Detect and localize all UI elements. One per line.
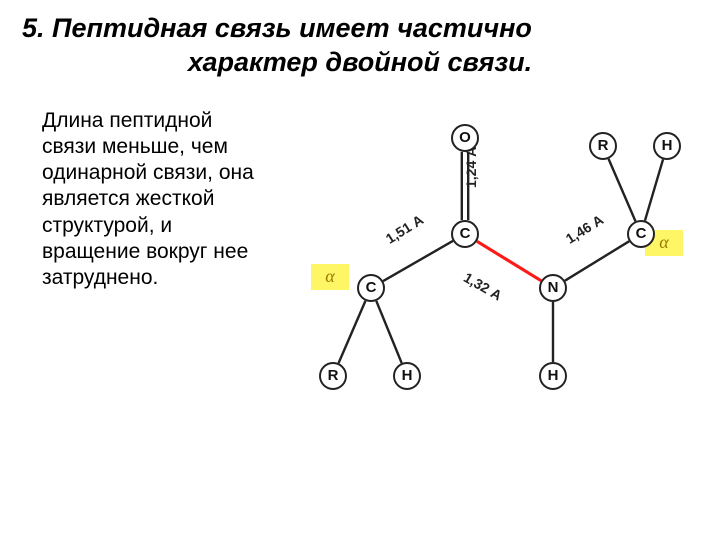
alpha-label: α <box>311 264 349 290</box>
title-number: 5. <box>22 13 45 43</box>
body-row: Длина пептидной связи меньше, чем одинар… <box>22 108 698 414</box>
atom-c3: C <box>627 220 655 248</box>
body-paragraph: Длина пептидной связи меньше, чем одинар… <box>42 108 267 292</box>
atom-c2: C <box>451 220 479 248</box>
atom-h3: H <box>653 132 681 160</box>
title-line-1: Пептидная связь имеет частично <box>52 13 532 43</box>
atom-r2: R <box>589 132 617 160</box>
atom-n: N <box>539 274 567 302</box>
bond-length-label: 1,24 А <box>463 146 479 187</box>
atom-r1: R <box>319 362 347 390</box>
atom-h2: H <box>539 362 567 390</box>
atom-c1: C <box>357 274 385 302</box>
atom-h1: H <box>393 362 421 390</box>
slide-root: 5. Пептидная связь имеет частично характ… <box>0 0 720 540</box>
title-line-2: характер двойной связи. <box>22 46 698 80</box>
slide-title: 5. Пептидная связь имеет частично характ… <box>22 12 698 80</box>
peptide-diagram: ααOCCRHNHCRH1,24 А1,51 А1,32 А1,46 А <box>279 114 679 414</box>
